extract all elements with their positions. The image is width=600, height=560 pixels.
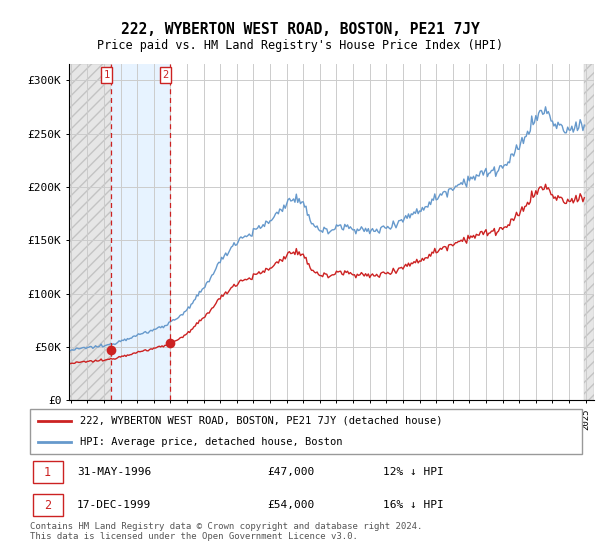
Text: 2: 2 <box>163 70 169 80</box>
Text: 31-MAY-1996: 31-MAY-1996 <box>77 467 151 477</box>
Bar <box>584 64 594 400</box>
Text: 222, WYBERTON WEST ROAD, BOSTON, PE21 7JY: 222, WYBERTON WEST ROAD, BOSTON, PE21 7J… <box>121 22 479 38</box>
FancyBboxPatch shape <box>33 494 63 516</box>
Text: 1: 1 <box>44 465 51 479</box>
Bar <box>111 64 170 400</box>
Text: 16% ↓ HPI: 16% ↓ HPI <box>383 500 444 510</box>
Text: Contains HM Land Registry data © Crown copyright and database right 2024.
This d: Contains HM Land Registry data © Crown c… <box>30 522 422 542</box>
Text: Price paid vs. HM Land Registry's House Price Index (HPI): Price paid vs. HM Land Registry's House … <box>97 39 503 52</box>
Text: 2: 2 <box>44 498 51 512</box>
Bar <box>69 64 111 400</box>
Text: £47,000: £47,000 <box>268 467 314 477</box>
Text: 12% ↓ HPI: 12% ↓ HPI <box>383 467 444 477</box>
FancyBboxPatch shape <box>33 461 63 483</box>
Text: 17-DEC-1999: 17-DEC-1999 <box>77 500 151 510</box>
Text: 1: 1 <box>104 70 110 80</box>
Text: 222, WYBERTON WEST ROAD, BOSTON, PE21 7JY (detached house): 222, WYBERTON WEST ROAD, BOSTON, PE21 7J… <box>80 416 442 426</box>
FancyBboxPatch shape <box>30 409 582 454</box>
Text: HPI: Average price, detached house, Boston: HPI: Average price, detached house, Bost… <box>80 436 342 446</box>
Text: £54,000: £54,000 <box>268 500 314 510</box>
